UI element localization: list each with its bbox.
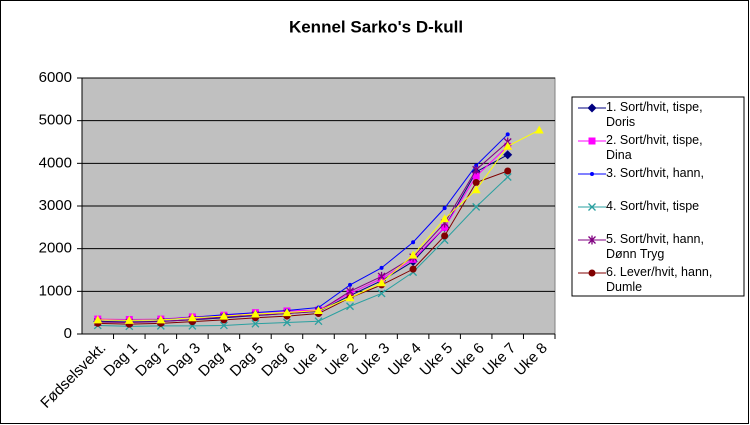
y-tick-label: 0 [64, 325, 72, 342]
legend-marker [587, 103, 597, 113]
data-point [472, 179, 480, 187]
data-point [314, 317, 323, 326]
legend-label: 3. Sort/hvit, hann, [606, 166, 704, 180]
legend-label: 5. Sort/hvit, hann, Dønn Tryg [606, 232, 704, 261]
data-point [314, 306, 323, 315]
data-point [503, 150, 513, 160]
legend-box [571, 96, 745, 297]
legend-marker [588, 269, 596, 277]
data-point [440, 214, 450, 223]
data-point [409, 265, 417, 273]
legend-label: 1. Sort/hvit, tispe, Doris [606, 100, 703, 129]
data-point [219, 321, 228, 330]
chart-title: Kennel Sarko's D-kull [289, 17, 463, 36]
data-point [534, 125, 544, 134]
data-point [377, 289, 386, 298]
data-point [442, 206, 447, 211]
data-point [472, 202, 481, 211]
data-point [471, 185, 481, 194]
legend-label: 4. Sort/hvit, tispe [606, 199, 700, 213]
legend-label: 2. Sort/hvit, tispe, Dina [606, 133, 703, 162]
data-point [411, 240, 416, 245]
y-tick-label: 4000 [39, 154, 72, 171]
data-point [156, 315, 166, 324]
data-point [348, 282, 353, 287]
y-tick-label: 3000 [39, 197, 72, 214]
data-point [441, 232, 449, 240]
legend-marker [588, 203, 596, 211]
data-point [504, 167, 512, 175]
data-line [97, 170, 508, 325]
data-point [251, 319, 260, 328]
y-tick-label: 5000 [39, 112, 72, 129]
data-line [97, 176, 509, 327]
data-point [472, 165, 481, 175]
data-point [345, 293, 355, 302]
legend-marker [590, 172, 594, 176]
data-point [93, 315, 103, 324]
data-point [219, 311, 229, 320]
data-point [379, 265, 384, 270]
legend-marker [588, 235, 596, 245]
y-tick-label: 6000 [39, 69, 72, 86]
data-point [124, 315, 134, 324]
legend-marker [588, 137, 596, 145]
y-tick-label: 2000 [39, 240, 72, 257]
data-point [505, 132, 510, 137]
data-point [187, 313, 197, 322]
data-point [346, 302, 354, 311]
data-point [377, 278, 387, 287]
data-point [282, 308, 292, 317]
data-point [472, 172, 480, 180]
legend-label: 6. Lever/hvit, hann, Dumle [606, 265, 713, 294]
data-point [503, 141, 513, 150]
data-point [283, 318, 291, 327]
y-tick-label: 1000 [39, 282, 72, 299]
data-point [250, 309, 260, 318]
data-line [97, 141, 509, 323]
data-point [503, 173, 512, 181]
data-point [408, 250, 418, 259]
